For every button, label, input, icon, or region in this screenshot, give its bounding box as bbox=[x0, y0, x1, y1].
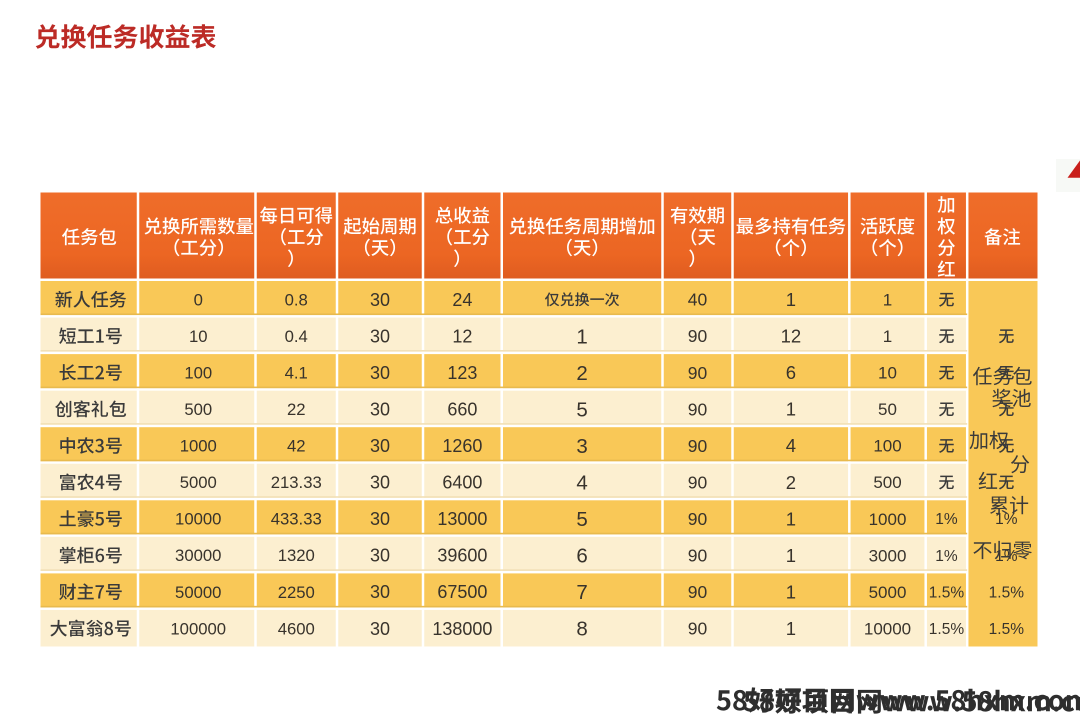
svg-text:30: 30 bbox=[370, 473, 390, 493]
svg-text:90: 90 bbox=[688, 363, 708, 383]
svg-text:100000: 100000 bbox=[170, 619, 226, 638]
svg-text:12: 12 bbox=[781, 326, 802, 347]
svg-text:1.5%: 1.5% bbox=[989, 621, 1025, 638]
svg-text:5000: 5000 bbox=[869, 583, 907, 602]
svg-text:39600: 39600 bbox=[437, 546, 487, 566]
svg-text:1000: 1000 bbox=[869, 510, 907, 529]
svg-text:2250: 2250 bbox=[278, 583, 315, 602]
svg-text:6: 6 bbox=[576, 545, 587, 568]
svg-text:138000: 138000 bbox=[432, 619, 492, 639]
svg-text:1: 1 bbox=[786, 289, 796, 310]
svg-text:1: 1 bbox=[786, 581, 796, 602]
svg-text:8: 8 bbox=[576, 618, 587, 641]
svg-text:90: 90 bbox=[688, 509, 708, 529]
svg-text:213.33: 213.33 bbox=[271, 473, 322, 492]
svg-text:1%: 1% bbox=[935, 511, 958, 528]
svg-text:1.5%: 1.5% bbox=[989, 584, 1025, 601]
svg-text:13000: 13000 bbox=[437, 509, 487, 529]
svg-text:50000: 50000 bbox=[175, 583, 221, 602]
svg-text:5: 5 bbox=[576, 508, 587, 531]
svg-text:0: 0 bbox=[194, 290, 203, 309]
svg-text:90: 90 bbox=[688, 326, 708, 346]
svg-text:0.8: 0.8 bbox=[285, 290, 308, 309]
svg-text:6: 6 bbox=[786, 362, 796, 383]
svg-text:30: 30 bbox=[370, 290, 390, 310]
svg-text:30: 30 bbox=[370, 399, 390, 419]
svg-text:7: 7 bbox=[576, 581, 587, 604]
svg-text:6400: 6400 bbox=[442, 473, 482, 493]
svg-text:40: 40 bbox=[688, 290, 708, 310]
svg-text:30: 30 bbox=[370, 509, 390, 529]
svg-text:3: 3 bbox=[576, 435, 587, 458]
svg-text:3000: 3000 bbox=[869, 546, 907, 565]
svg-text:1: 1 bbox=[883, 327, 892, 346]
svg-text:2: 2 bbox=[576, 362, 587, 385]
svg-text:0.4: 0.4 bbox=[285, 327, 308, 346]
svg-text:500: 500 bbox=[873, 473, 901, 492]
svg-text:5: 5 bbox=[576, 398, 587, 421]
svg-text:12: 12 bbox=[452, 326, 472, 346]
svg-text:5000: 5000 bbox=[180, 473, 217, 492]
svg-text:1.5%: 1.5% bbox=[929, 621, 965, 638]
svg-text:4.1: 4.1 bbox=[285, 363, 308, 382]
svg-text:1: 1 bbox=[786, 399, 796, 420]
svg-text:50: 50 bbox=[878, 400, 897, 419]
svg-text:90: 90 bbox=[688, 472, 708, 492]
svg-text:1260: 1260 bbox=[442, 436, 482, 456]
svg-text:1320: 1320 bbox=[278, 546, 315, 565]
svg-text:90: 90 bbox=[688, 619, 708, 639]
svg-text:90: 90 bbox=[688, 546, 708, 566]
svg-text:1: 1 bbox=[576, 325, 587, 348]
svg-text:30: 30 bbox=[370, 582, 390, 602]
svg-text:1%: 1% bbox=[935, 548, 958, 565]
svg-text:30: 30 bbox=[370, 546, 390, 566]
svg-text:660: 660 bbox=[447, 399, 477, 419]
svg-text:100: 100 bbox=[873, 437, 901, 456]
svg-text:2: 2 bbox=[786, 472, 796, 493]
svg-text:1: 1 bbox=[786, 618, 796, 639]
svg-text:42: 42 bbox=[287, 437, 306, 456]
svg-text:10000: 10000 bbox=[864, 619, 911, 638]
svg-text:10000: 10000 bbox=[175, 510, 221, 529]
svg-text:123: 123 bbox=[447, 363, 477, 383]
svg-text:1.5%: 1.5% bbox=[929, 584, 965, 601]
svg-text:30: 30 bbox=[370, 363, 390, 383]
svg-text:30000: 30000 bbox=[175, 546, 221, 565]
svg-text:500: 500 bbox=[184, 400, 212, 419]
svg-text:1: 1 bbox=[786, 545, 796, 566]
svg-text:90: 90 bbox=[688, 436, 708, 456]
svg-text:433.33: 433.33 bbox=[271, 510, 322, 529]
svg-text:24: 24 bbox=[452, 290, 472, 310]
svg-text:100: 100 bbox=[184, 363, 212, 382]
svg-text:1000: 1000 bbox=[180, 437, 217, 456]
svg-text:90: 90 bbox=[688, 399, 708, 419]
svg-text:1: 1 bbox=[883, 290, 892, 309]
svg-text:1: 1 bbox=[786, 508, 796, 529]
svg-text:67500: 67500 bbox=[437, 582, 487, 602]
svg-text:4: 4 bbox=[576, 472, 587, 495]
svg-text:4600: 4600 bbox=[278, 619, 315, 638]
svg-text:4: 4 bbox=[786, 435, 796, 456]
svg-text:30: 30 bbox=[370, 619, 390, 639]
svg-text:10: 10 bbox=[189, 327, 208, 346]
svg-text:10: 10 bbox=[878, 364, 897, 383]
svg-text:90: 90 bbox=[688, 582, 708, 602]
svg-text:22: 22 bbox=[287, 400, 306, 419]
svg-text:30: 30 bbox=[370, 436, 390, 456]
svg-text:30: 30 bbox=[370, 326, 390, 346]
